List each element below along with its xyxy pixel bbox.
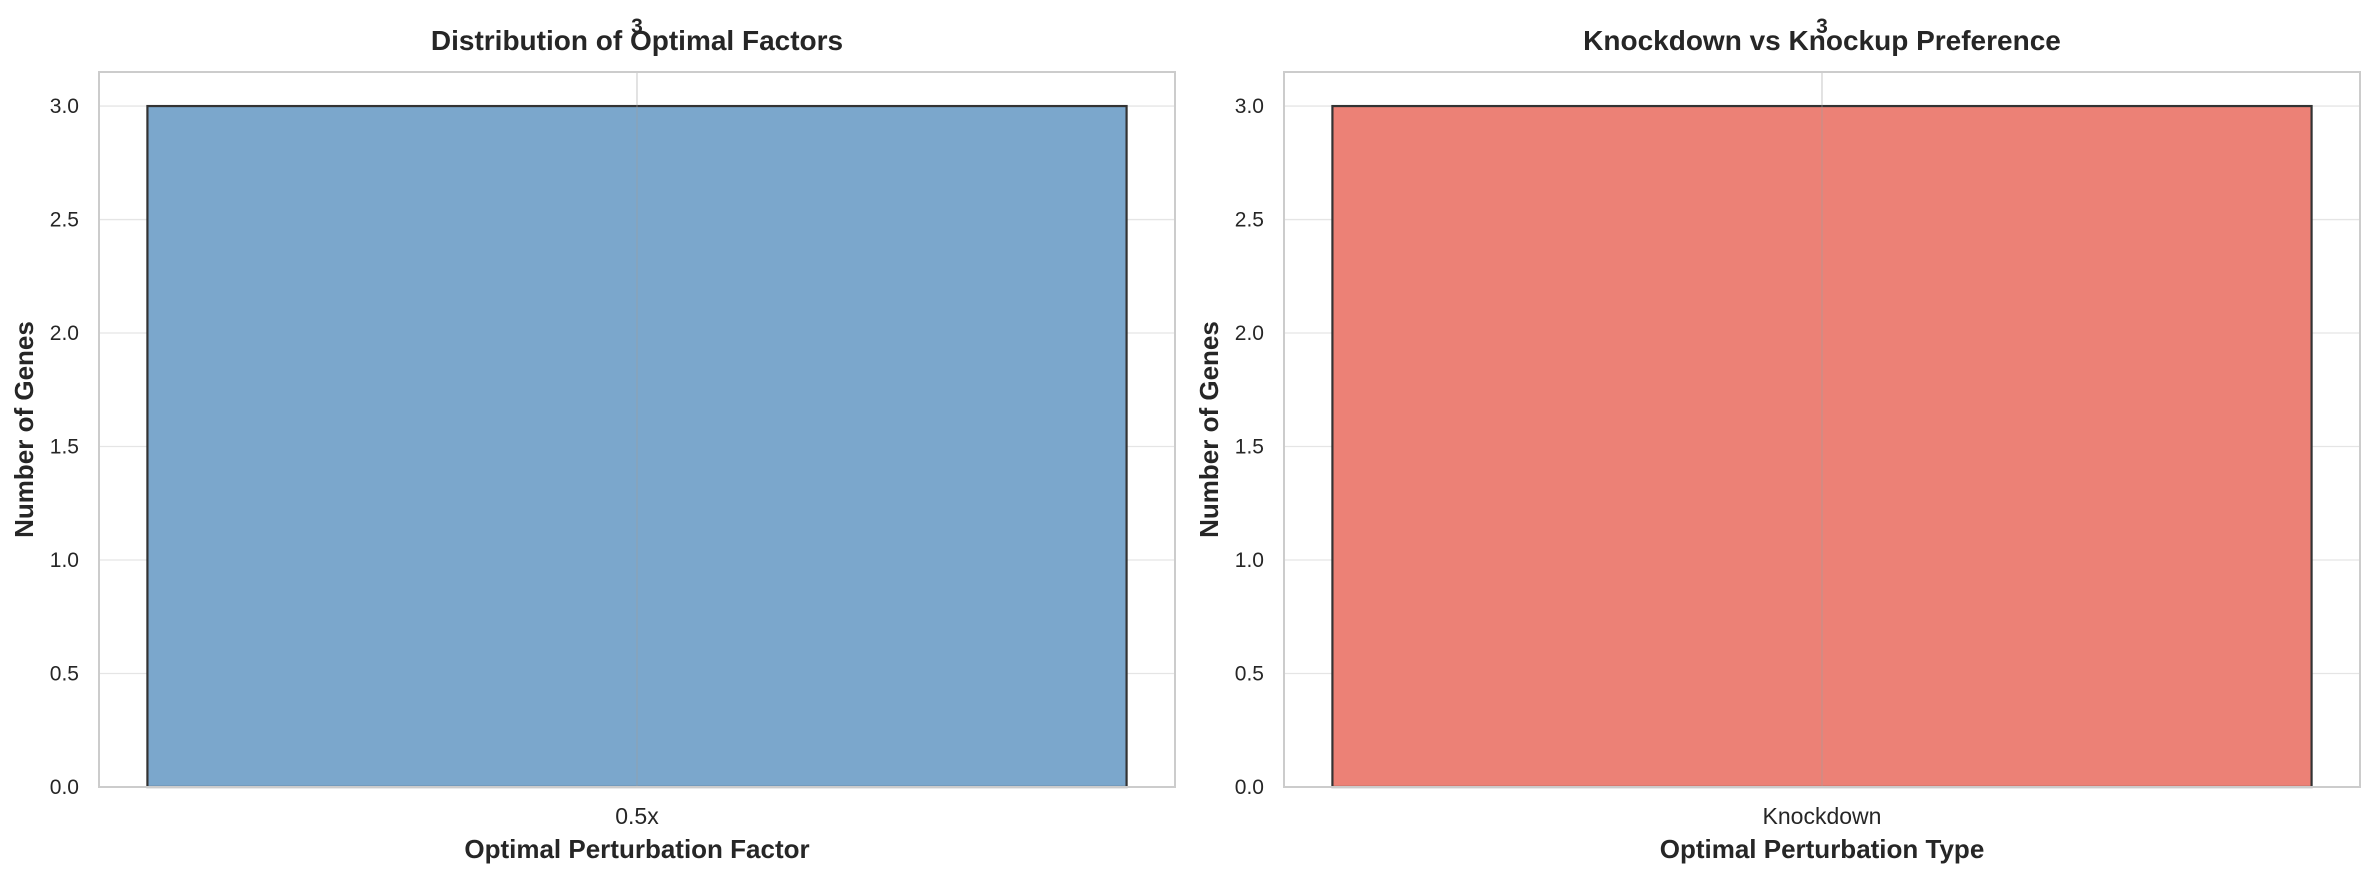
y-tick-label: 2.5 <box>50 209 79 232</box>
x-axis-title: Optimal Perturbation Factor <box>464 834 809 864</box>
y-tick-label: 1.5 <box>50 436 79 459</box>
x-tick-label: 0.5x <box>615 803 659 829</box>
chart-title: Knockdown vs Knockup Preference <box>1583 25 2061 56</box>
bar-data-label: 3 <box>631 15 643 38</box>
y-tick-label: 0.0 <box>1235 776 1264 799</box>
chart-2: 0.0 0.5 1.0 1.5 2.0 2.5 3.0 Knockdown 3Knockdown… <box>1194 15 2361 864</box>
bar-data-label: 3 <box>1816 15 1828 38</box>
y-tick-label: 2.0 <box>50 322 79 345</box>
y-tick-label: 2.5 <box>1235 209 1264 232</box>
y-tick-label: 1.0 <box>50 549 79 572</box>
y-tick-label: 3.0 <box>1235 95 1264 118</box>
y-tick-label: 0.0 <box>50 776 79 799</box>
y-tick-label: 1.0 <box>1235 549 1264 572</box>
chart-title: Distribution of Optimal Factors <box>431 25 843 56</box>
bar <box>1331 104 2313 789</box>
plot-frame <box>98 71 1176 788</box>
y-tick-label: 0.5 <box>1235 663 1264 686</box>
y-tick-label: 2.0 <box>1235 322 1264 345</box>
y-axis-title: Number of Genes <box>9 321 39 538</box>
x-axis-title: Optimal Perturbation Type <box>1660 834 1985 864</box>
y-tick-label: 0.5 <box>50 663 79 686</box>
y-tick-label: 3.0 <box>50 95 79 118</box>
y-tick-label: 1.5 <box>1235 436 1264 459</box>
y-axis-title: Number of Genes <box>1194 321 1224 538</box>
plot-frame <box>1283 71 2361 788</box>
x-tick-label: Knockdown <box>1763 803 1882 829</box>
